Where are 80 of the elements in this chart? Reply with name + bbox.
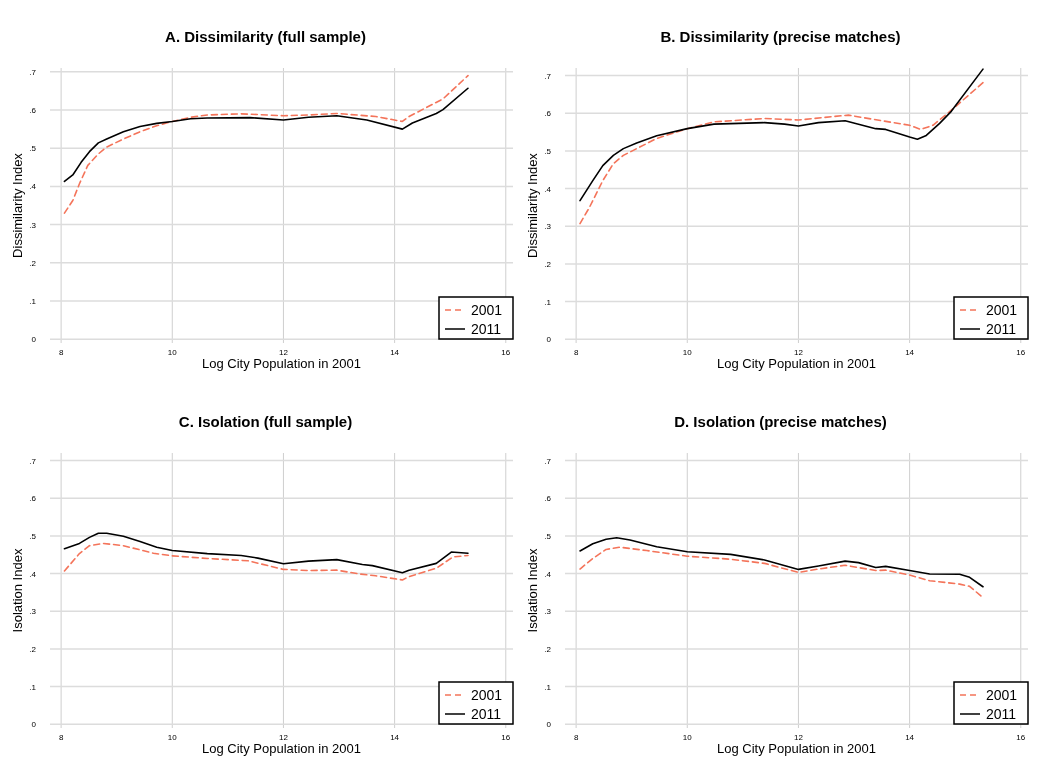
y-tick-label: 0 bbox=[31, 720, 37, 730]
x-tick-label: 16 bbox=[501, 733, 511, 742]
line-series bbox=[579, 546, 984, 599]
y-tick-label: .5 bbox=[29, 144, 37, 154]
x-axis-title: Log City Population in 2001 bbox=[716, 356, 877, 371]
line-series bbox=[63, 532, 469, 574]
x-axis-title: Log City Population in 2001 bbox=[716, 741, 877, 756]
x-tick-label: 8 bbox=[58, 733, 64, 742]
y-tick-label: .1 bbox=[544, 297, 552, 307]
y-tick-label: .4 bbox=[29, 182, 37, 192]
y-tick-label: .6 bbox=[544, 109, 552, 119]
chart-title: D. Isolation (precise matches) bbox=[674, 413, 887, 430]
x-tick-label: 8 bbox=[573, 348, 579, 357]
legend-label: 2001 bbox=[471, 687, 503, 703]
y-tick-label: .3 bbox=[544, 607, 552, 617]
line-series bbox=[63, 87, 469, 183]
y-axis-title: Dissimilarity Index bbox=[525, 152, 540, 258]
x-tick-label: 16 bbox=[1016, 348, 1026, 357]
y-axis-title: Isolation Index bbox=[10, 548, 25, 633]
y-tick-label: .2 bbox=[544, 259, 552, 269]
y-tick-label: .6 bbox=[544, 494, 552, 504]
x-axis-title: Log City Population in 2001 bbox=[201, 356, 362, 371]
x-axis-title: Log City Population in 2001 bbox=[201, 741, 362, 756]
line-series bbox=[579, 536, 984, 588]
y-tick-label: .3 bbox=[29, 220, 37, 230]
legend-label: 2001 bbox=[471, 302, 503, 318]
y-tick-label: .7 bbox=[544, 456, 552, 466]
x-tick-label: 14 bbox=[390, 348, 400, 357]
x-tick-label: 16 bbox=[501, 348, 511, 357]
x-tick-label: 12 bbox=[793, 733, 804, 742]
x-tick-label: 14 bbox=[905, 348, 915, 357]
y-tick-label: .4 bbox=[29, 569, 37, 579]
y-tick-label: 0 bbox=[546, 720, 552, 730]
y-tick-label: .7 bbox=[29, 67, 37, 77]
x-tick-label: 10 bbox=[682, 348, 693, 357]
x-tick-label: 14 bbox=[390, 733, 400, 742]
x-tick-label: 12 bbox=[793, 348, 804, 357]
y-tick-label: .3 bbox=[544, 222, 552, 232]
x-tick-label: 8 bbox=[58, 348, 64, 357]
line-series bbox=[63, 74, 469, 214]
chart-title: C. Isolation (full sample) bbox=[178, 413, 353, 430]
y-tick-label: .1 bbox=[29, 682, 37, 692]
y-tick-label: .5 bbox=[544, 146, 552, 156]
y-tick-label: .4 bbox=[544, 184, 552, 194]
y-tick-label: 0 bbox=[31, 335, 37, 345]
legend-label: 2011 bbox=[471, 321, 502, 337]
y-tick-label: .4 bbox=[544, 569, 552, 579]
y-tick-label: .1 bbox=[544, 682, 552, 692]
x-tick-label: 10 bbox=[167, 733, 178, 742]
y-axis-title: Isolation Index bbox=[525, 548, 540, 633]
legend-label: 2001 bbox=[986, 302, 1018, 318]
x-tick-label: 12 bbox=[278, 348, 289, 357]
legend-label: 2011 bbox=[986, 321, 1017, 337]
y-tick-label: .2 bbox=[29, 258, 37, 268]
chart-title: A. Dissimilarity (full sample) bbox=[165, 28, 366, 45]
legend-label: 2001 bbox=[986, 687, 1018, 703]
line-series bbox=[579, 81, 984, 225]
y-tick-label: .2 bbox=[544, 644, 552, 654]
y-tick-label: .7 bbox=[544, 71, 552, 81]
legend-label: 2011 bbox=[986, 706, 1017, 722]
y-tick-label: .1 bbox=[29, 296, 37, 306]
legend-label: 2011 bbox=[471, 706, 502, 722]
chart-title: B. Dissimilarity (precise matches) bbox=[660, 28, 901, 45]
y-tick-label: 0 bbox=[546, 335, 552, 345]
x-tick-label: 16 bbox=[1016, 733, 1026, 742]
y-axis-title: Dissimilarity Index bbox=[10, 152, 25, 258]
y-tick-label: .3 bbox=[29, 607, 37, 617]
x-tick-label: 14 bbox=[905, 733, 915, 742]
y-tick-label: .5 bbox=[29, 531, 37, 541]
line-series bbox=[63, 542, 469, 581]
y-tick-label: .7 bbox=[29, 456, 37, 466]
y-tick-label: .6 bbox=[29, 106, 37, 116]
x-tick-label: 10 bbox=[167, 348, 178, 357]
y-tick-label: .6 bbox=[29, 494, 37, 504]
line-series bbox=[579, 68, 984, 202]
x-tick-label: 8 bbox=[573, 733, 579, 742]
x-tick-label: 12 bbox=[278, 733, 289, 742]
x-tick-label: 10 bbox=[682, 733, 693, 742]
y-tick-label: .5 bbox=[544, 531, 552, 541]
y-tick-label: .2 bbox=[29, 644, 37, 654]
